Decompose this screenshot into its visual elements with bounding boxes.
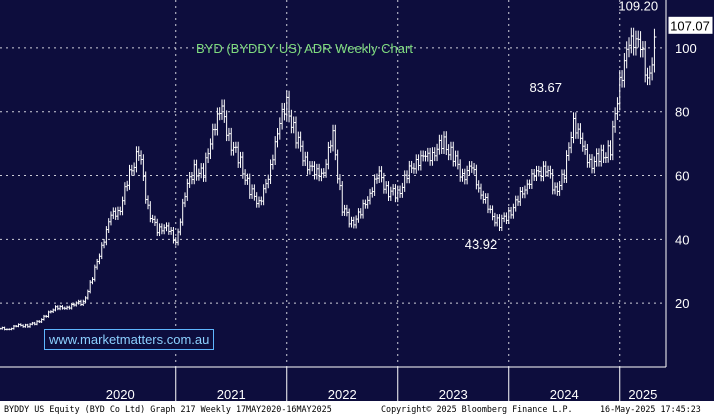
- last-price-tag: [667, 15, 714, 35]
- x-tick-label: 2020: [106, 387, 135, 401]
- price-chart: 20 40 60 80 100 2020 2021 2022 2023 2024 2025 109.…: [0, 0, 714, 401]
- y-tick-label: 100: [675, 41, 697, 56]
- website-label[interactable]: www.marketmatters.com.au: [44, 329, 215, 350]
- annotation-layer: 109.20 83.67 43.92 107.07: [465, 0, 714, 252]
- last-price-label: 107.07: [670, 18, 710, 33]
- x-tick-label: 2022: [328, 387, 357, 401]
- x-tick-label: 2023: [439, 387, 468, 401]
- price-annotation: 43.92: [465, 237, 498, 252]
- x-tick-label: 2025: [628, 387, 657, 401]
- x-tick-label: 2021: [217, 387, 246, 401]
- y-tick-label: 40: [675, 232, 689, 247]
- footer-bar: BYDDY US Equity (BYD Co Ltd) Graph 217 W…: [0, 401, 714, 417]
- footer-timestamp: 16-May-2025 17:45:23: [600, 404, 701, 414]
- price-annotation: 109.20: [618, 0, 658, 14]
- bars-layer: [0, 27, 657, 331]
- axis-layer: 20 40 60 80 100 2020 2021 2022 2023 2024 2025: [0, 0, 697, 401]
- x-tick-label: 2024: [550, 387, 579, 401]
- y-tick-label: 80: [675, 105, 689, 120]
- footer-copyright: Copyright© 2025 Bloomberg Finance L.P.: [381, 404, 573, 414]
- grid-layer: [0, 0, 666, 367]
- footer-security-info: BYDDY US Equity (BYD Co Ltd) Graph 217 W…: [4, 404, 332, 414]
- y-tick-label: 60: [675, 169, 689, 184]
- y-tick-label: 20: [675, 296, 689, 311]
- chart-title: BYD (BYDDY US) ADR Weekly Chart: [196, 41, 413, 56]
- price-annotation: 83.67: [529, 80, 562, 95]
